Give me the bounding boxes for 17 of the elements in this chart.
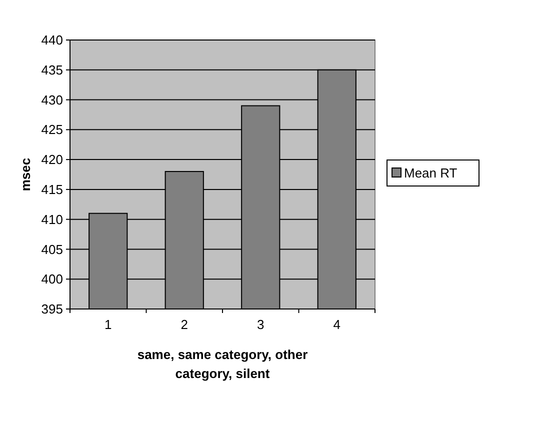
y-tick-label: 410 bbox=[41, 212, 63, 227]
y-tick-label: 435 bbox=[41, 62, 63, 78]
y-tick-label: 420 bbox=[41, 152, 63, 168]
y-tick-label: 430 bbox=[41, 92, 63, 108]
x-tick-label: 4 bbox=[333, 317, 340, 332]
y-tick-label: 425 bbox=[41, 122, 63, 138]
y-tick-label: 405 bbox=[41, 242, 63, 257]
y-tick-label: 400 bbox=[41, 272, 63, 287]
y-tick-label: 440 bbox=[41, 32, 63, 48]
x-axis-title: same, same category, other category, silent bbox=[137, 347, 308, 381]
y-tick-label: 395 bbox=[41, 302, 63, 317]
legend-label: Mean RT bbox=[404, 166, 458, 181]
y-tick-label: 415 bbox=[41, 182, 63, 197]
x-tick-label: 2 bbox=[180, 317, 188, 332]
x-tick-label: 3 bbox=[257, 317, 264, 332]
y-axis-title: msec bbox=[18, 158, 33, 192]
x-tick-label: 1 bbox=[104, 317, 112, 332]
